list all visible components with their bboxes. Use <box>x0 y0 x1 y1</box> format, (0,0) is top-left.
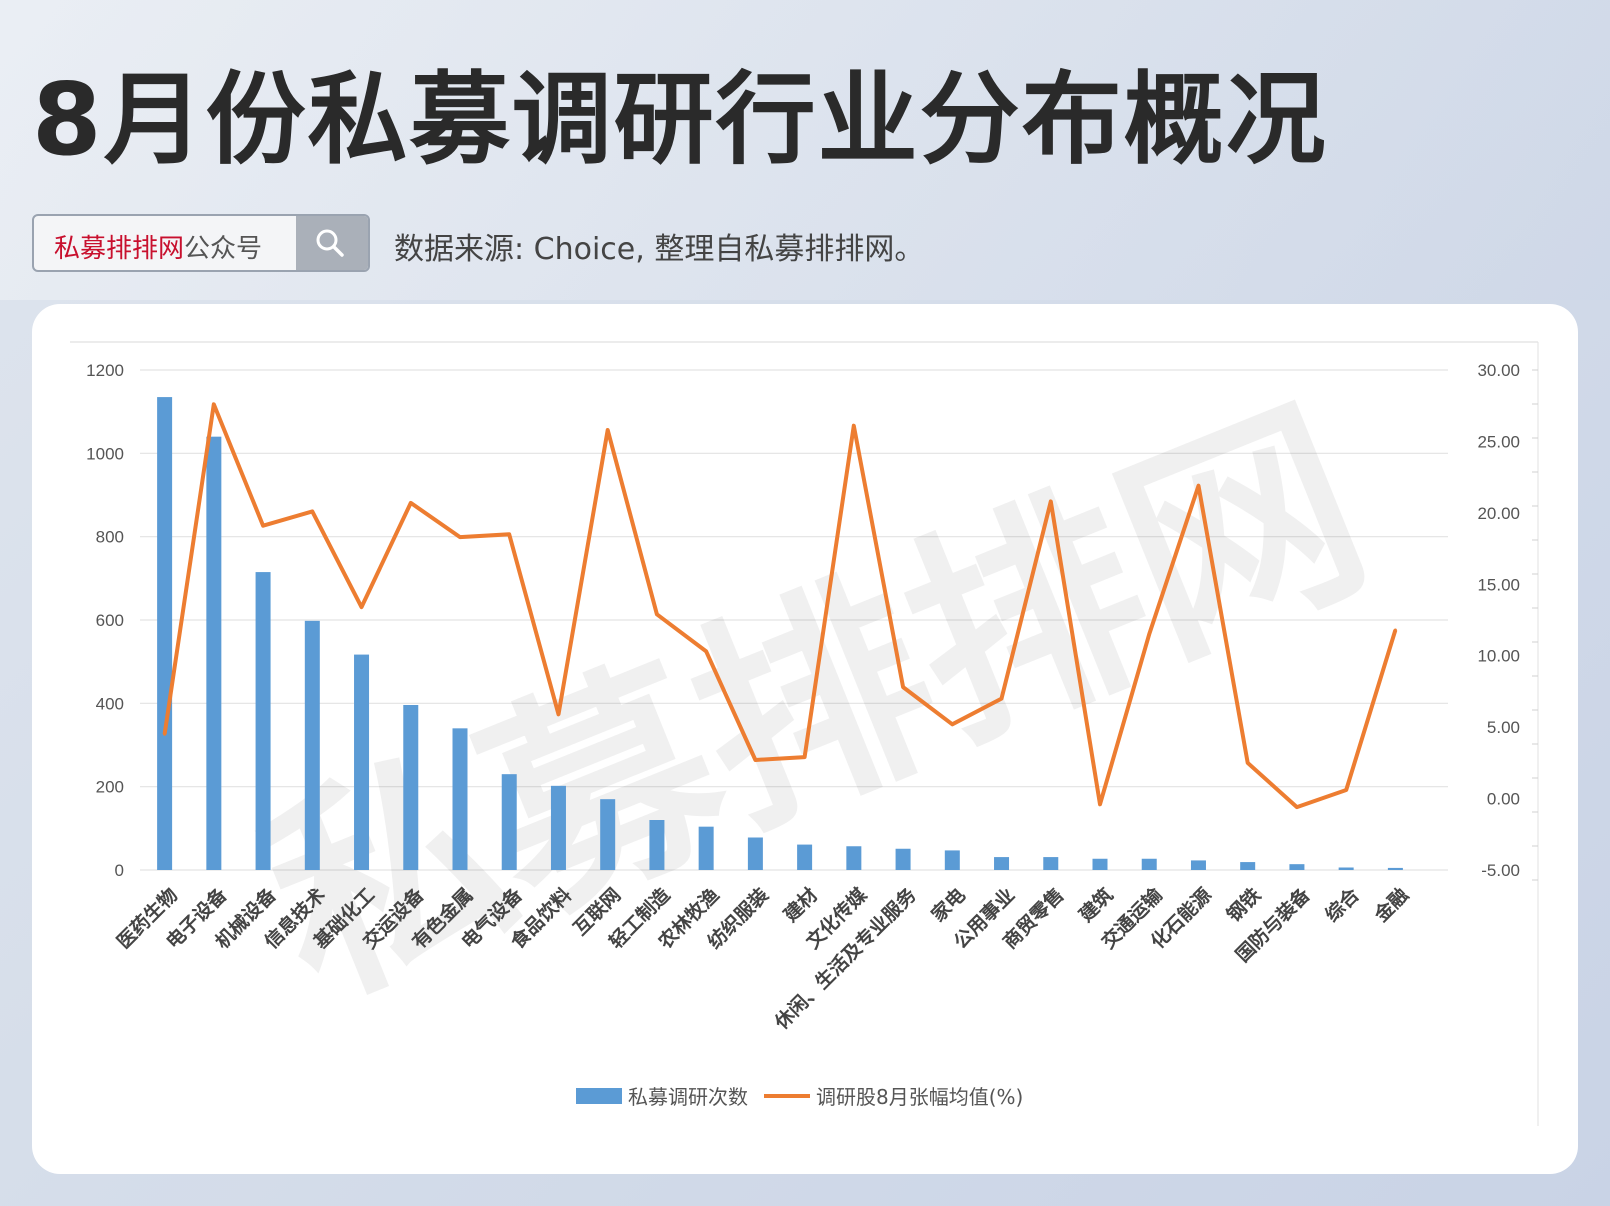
line-point <box>1098 802 1102 806</box>
bar <box>649 820 665 870</box>
line-point <box>950 722 954 726</box>
line-point <box>852 424 856 428</box>
right-tick-label: -5.00 <box>1481 861 1520 880</box>
category-label: 钢铁 <box>1222 883 1265 926</box>
search-text: 私募排排网公众号 <box>54 228 262 265</box>
bar <box>403 705 419 870</box>
bar-series <box>157 397 1403 870</box>
line-point <box>1000 697 1004 701</box>
left-tick-label: 800 <box>96 528 124 547</box>
legend-bar-label: 私募调研次数 <box>628 1085 748 1109</box>
line-point <box>1246 761 1250 765</box>
data-source: 数据来源: Choice, 整理自私募排排网。 <box>394 232 925 267</box>
line-point <box>1196 484 1200 488</box>
bar <box>895 848 911 870</box>
right-tick-label: 15.00 <box>1477 575 1520 594</box>
line-point <box>261 524 265 528</box>
bar <box>747 837 763 870</box>
line-point <box>163 732 167 736</box>
line-point <box>704 649 708 653</box>
legend: 私募调研次数 调研股8月张幅均值(%) <box>576 1085 1023 1109</box>
bar <box>354 654 370 870</box>
left-tick-label: 200 <box>96 778 124 797</box>
bar <box>550 785 566 870</box>
bar <box>944 850 960 870</box>
category-label: 金融 <box>1369 883 1413 927</box>
right-tick-label: 5.00 <box>1487 718 1520 737</box>
bar <box>1043 857 1059 870</box>
bar <box>846 846 862 870</box>
category-label: 建筑 <box>1074 883 1117 926</box>
line-point <box>1344 788 1348 792</box>
search-box[interactable]: 私募排排网公众号 <box>32 214 370 272</box>
bar <box>452 728 468 870</box>
bar <box>1338 867 1354 870</box>
left-tick-label: 400 <box>96 694 124 713</box>
category-label: 家电 <box>927 883 970 926</box>
right-tick-label: 25.00 <box>1477 432 1520 451</box>
line-point <box>409 501 413 505</box>
bar <box>1240 862 1256 870</box>
bar <box>1092 858 1108 870</box>
right-tick-label: 10.00 <box>1477 647 1520 666</box>
right-axis-ticks: -5.00 0.00 5.00 10.00 15.00 20.00 25.00 30.00 <box>1477 361 1520 880</box>
search-brand: 私募排排网 <box>54 234 185 264</box>
bar <box>304 620 320 870</box>
category-label: 建材 <box>779 883 822 926</box>
right-tick-label: 0.00 <box>1487 790 1520 809</box>
bar <box>501 774 517 870</box>
line-point <box>655 612 659 616</box>
line-point <box>1393 628 1397 632</box>
legend-bar-swatch <box>576 1088 622 1104</box>
bar <box>1190 860 1206 870</box>
line-point <box>1049 499 1053 503</box>
search-icon <box>316 229 344 257</box>
search-suffix: 公众号 <box>184 234 263 264</box>
bar <box>1387 867 1403 870</box>
legend-line-label: 调研股8月张幅均值(%) <box>816 1085 1023 1109</box>
line-point <box>901 685 905 689</box>
line-point <box>606 428 610 432</box>
line-point <box>1295 805 1299 809</box>
chart-card: 私募排排网 0 200 400 600 800 1000 1200 -5.00 0.00 5.0… <box>32 304 1578 1174</box>
line-point <box>458 535 462 539</box>
category-label: 综合 <box>1321 883 1365 927</box>
bar <box>1141 858 1157 870</box>
bar <box>206 436 222 870</box>
bar <box>698 826 714 870</box>
left-tick-label: 1000 <box>86 444 124 463</box>
left-tick-label: 600 <box>96 611 124 630</box>
bar <box>600 799 616 870</box>
bar <box>157 397 173 870</box>
search-button[interactable] <box>296 216 368 270</box>
bar <box>255 572 271 870</box>
line-point <box>212 402 216 406</box>
line-point <box>507 532 511 536</box>
line-path <box>162 402 1398 810</box>
line-point <box>360 605 364 609</box>
bar <box>797 844 813 870</box>
page-title: 8月份私募调研行业分布概况 <box>32 61 1328 178</box>
line-point <box>753 758 757 762</box>
bar <box>994 857 1010 870</box>
bar <box>1289 864 1305 870</box>
line-point <box>310 509 314 513</box>
left-tick-label: 1200 <box>86 361 124 380</box>
line-point <box>556 712 560 716</box>
gridlines <box>70 341 1539 1126</box>
right-tick-label: 20.00 <box>1477 504 1520 523</box>
line-point <box>1147 632 1151 636</box>
line-point <box>803 755 807 759</box>
left-axis-ticks: 0 200 400 600 800 1000 1200 <box>86 361 124 880</box>
left-tick-label: 0 <box>115 861 124 880</box>
line-series <box>162 402 1398 810</box>
right-tick-label: 30.00 <box>1477 361 1520 380</box>
